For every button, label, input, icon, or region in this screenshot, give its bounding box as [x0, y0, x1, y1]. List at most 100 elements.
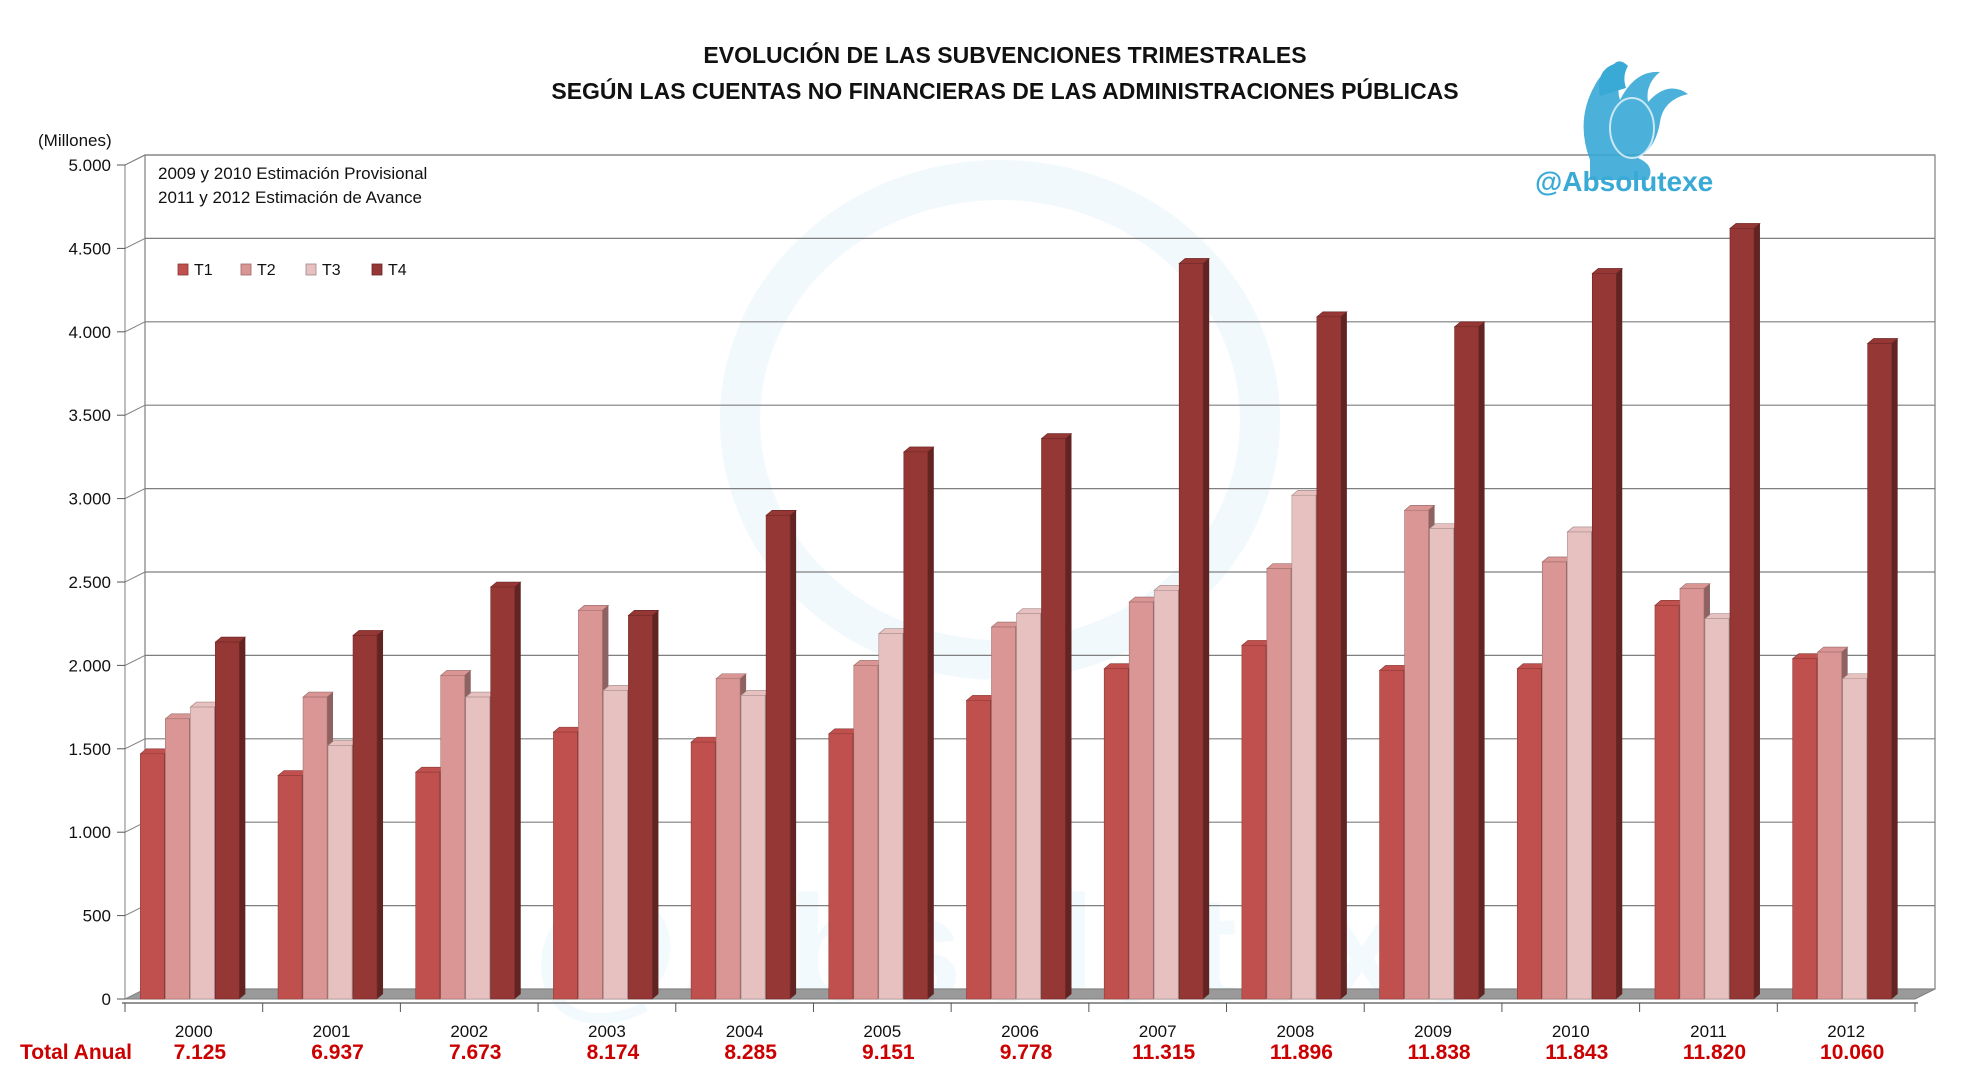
bar-side — [790, 510, 797, 999]
gridline-side — [124, 571, 146, 583]
gridline-side — [124, 738, 146, 750]
annual-total: 6.937 — [311, 1041, 364, 1064]
annual-total: 11.896 — [1270, 1041, 1333, 1064]
bar-front — [903, 451, 929, 1000]
bar-front — [1792, 658, 1817, 1000]
bar-t4-2004 — [765, 509, 797, 1000]
gridline-side — [124, 154, 146, 166]
legend-label-t1: T1 — [194, 262, 213, 279]
bar-front — [966, 700, 991, 1000]
y-tick-label: 4.500 — [68, 239, 111, 258]
bar-front — [765, 514, 791, 1000]
annual-total: 11.315 — [1132, 1041, 1195, 1064]
x-tick-label: 2004 — [726, 1022, 764, 1041]
x-tick-label: 2009 — [1414, 1022, 1452, 1041]
y-tick-label: 500 — [83, 907, 111, 926]
bar-front — [1729, 228, 1755, 1000]
griffin-logo-icon — [1583, 61, 1688, 180]
bar-front — [465, 696, 491, 1000]
totals-label: Total Anual — [20, 1041, 132, 1064]
bar-front — [715, 678, 741, 1000]
bar-side — [652, 610, 659, 999]
bar-front — [1103, 668, 1129, 1000]
annual-totals: 7.125 6.937 7.673 8.174 8.285 9.151 9.778 11.31… — [174, 1041, 1885, 1064]
bar-t4-2008 — [1316, 311, 1348, 1000]
x-tick-label: 2007 — [1139, 1022, 1177, 1041]
bar-t4-2003 — [627, 610, 660, 1000]
griffin-body — [1583, 69, 1688, 180]
annual-total: 11.838 — [1408, 1041, 1471, 1064]
bar-side — [927, 446, 934, 999]
bar-front — [1842, 678, 1867, 1000]
bar-t4-2001 — [352, 630, 384, 1000]
bar-front — [1429, 528, 1454, 1000]
legend: T1 T2 T3 T4 — [177, 262, 407, 279]
bar-front — [1178, 263, 1204, 1000]
legend-label-t2: T2 — [257, 262, 276, 279]
x-axis: 2000 2001 2002 2003 2004 2005 2006 2007 2008 2009… — [122, 1002, 1918, 1041]
legend-swatch-t2 — [240, 263, 252, 276]
bar-side — [1340, 311, 1347, 1000]
y-tick-label: 2.500 — [68, 573, 111, 592]
annual-total: 8.174 — [587, 1041, 640, 1064]
watermark-handle: @Absolutexe — [1535, 166, 1713, 197]
legend-label-t3: T3 — [322, 262, 341, 279]
bar-front — [740, 695, 766, 1000]
bar-front — [190, 706, 215, 1000]
bar-t2-2012 — [1816, 646, 1849, 1000]
x-tick-label: 2006 — [1001, 1022, 1039, 1041]
bar-t4-2006 — [1040, 433, 1073, 1000]
bar-side — [1753, 223, 1760, 999]
x-tick-label: 2010 — [1552, 1022, 1590, 1041]
gridline-side — [124, 654, 146, 666]
bar-front — [1128, 601, 1154, 1000]
bar-side — [1203, 258, 1210, 999]
bar-t4-2005 — [902, 446, 935, 1000]
chart-title-line-1: EVOLUCIÓN DE LAS SUBVENCIONES TRIMESTRAL… — [703, 41, 1306, 68]
bar-t2-2003 — [577, 605, 610, 1000]
gridline-side — [124, 237, 146, 249]
bar-front — [553, 731, 578, 1000]
bar-front — [415, 771, 441, 1000]
bar-side — [1616, 268, 1623, 999]
legend-swatch-t1 — [177, 263, 189, 276]
legend-swatch-t4 — [371, 263, 383, 276]
griffin-wing-line — [1609, 97, 1655, 159]
bar-side — [1065, 433, 1072, 999]
bar-front — [1316, 316, 1342, 1000]
x-tick-label: 2011 — [1690, 1022, 1727, 1041]
bar-t3-2012 — [1841, 673, 1874, 1000]
bar-t4-2009 — [1453, 321, 1486, 1000]
bar-front — [140, 753, 165, 1000]
y-tick-label: 1.000 — [68, 823, 111, 842]
y-tick-label: 4.000 — [68, 323, 111, 342]
y-unit-label: (Millones) — [38, 131, 112, 150]
y-tick-label: 5.000 — [68, 156, 111, 175]
bar-side — [239, 637, 246, 999]
bar-front — [1041, 438, 1066, 1000]
annual-total: 7.125 — [174, 1041, 227, 1064]
annual-total: 9.778 — [1000, 1041, 1053, 1064]
annual-total: 8.285 — [724, 1041, 777, 1064]
bar-t4-2011 — [1729, 223, 1761, 1000]
griffin-head — [1598, 61, 1628, 96]
bar-front — [1291, 494, 1317, 1000]
annual-total: 11.843 — [1545, 1041, 1608, 1064]
bar-front — [991, 626, 1016, 1000]
bar-front — [878, 633, 904, 1000]
bar-front — [440, 675, 466, 1000]
y-tick-label: 1.500 — [68, 740, 111, 759]
gridline-side — [124, 404, 146, 416]
bar-front — [578, 610, 603, 1000]
bar-front — [302, 696, 328, 1000]
bar-front — [1241, 645, 1267, 1000]
bar-front — [1867, 343, 1892, 1000]
bar-t4-2010 — [1591, 268, 1624, 1000]
x-tick-label: 2003 — [588, 1022, 626, 1041]
bar-front — [828, 733, 854, 1000]
bar-t4-2012 — [1866, 338, 1899, 1000]
annual-total: 7.673 — [449, 1041, 502, 1064]
annual-total: 10.060 — [1820, 1041, 1884, 1064]
bar-front — [1379, 670, 1404, 1000]
